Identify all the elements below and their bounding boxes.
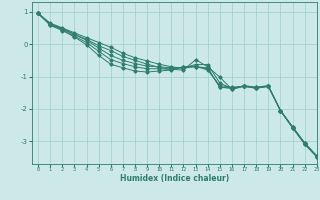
X-axis label: Humidex (Indice chaleur): Humidex (Indice chaleur) xyxy=(120,174,229,183)
